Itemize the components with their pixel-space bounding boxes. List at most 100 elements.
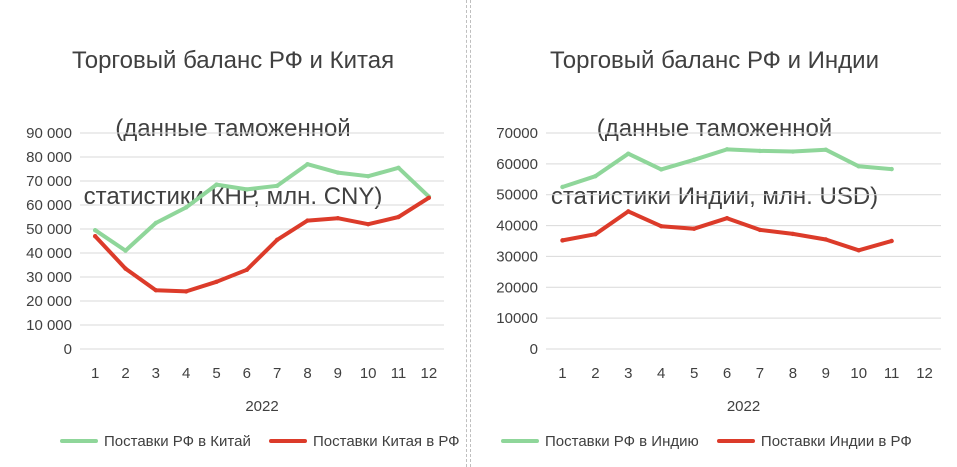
data-point	[305, 162, 310, 167]
x-tick-label: 9	[334, 365, 342, 382]
y-tick-label: 70000	[496, 125, 538, 142]
y-tick-label: 60 000	[26, 197, 72, 214]
data-point	[335, 216, 341, 221]
data-point	[183, 289, 189, 294]
data-point	[560, 238, 565, 243]
x-tick-label: 6	[243, 365, 251, 382]
data-point	[183, 205, 189, 210]
data-point	[396, 165, 401, 170]
legend-swatch-red	[269, 439, 308, 443]
y-tick-label: 30000	[496, 248, 538, 265]
data-point	[426, 195, 432, 200]
x-tick-label: 5	[690, 365, 698, 382]
x-tick-label: 10	[850, 365, 867, 382]
data-point	[790, 231, 796, 237]
y-tick-label: 90 000	[26, 125, 72, 142]
y-tick-label: 50000	[496, 187, 538, 204]
data-point	[593, 232, 598, 237]
legend-label: Поставки РФ в Китай	[104, 432, 251, 450]
x-tick-label: 4	[657, 365, 665, 382]
data-point	[691, 157, 697, 163]
data-point	[823, 147, 828, 152]
x-tick-label: 7	[273, 365, 281, 382]
x-tick-label: 12	[420, 365, 437, 382]
x-tick-label: 6	[723, 365, 731, 382]
chart-legend: Поставки РФ в Китай Поставки Китая в РФ	[60, 430, 474, 450]
legend-swatch-red	[716, 439, 755, 443]
india-chart-panel: Торговый баланс РФ и Индии (данные тамож…	[470, 0, 957, 467]
series-line-imports	[93, 195, 431, 294]
data-point	[691, 226, 697, 231]
data-point	[396, 214, 401, 220]
x-axis-group-label: 2022	[245, 398, 278, 415]
data-point	[244, 267, 250, 272]
y-tick-label: 20000	[496, 279, 538, 296]
data-point	[626, 209, 631, 214]
x-tick-label: 2	[121, 365, 129, 382]
legend-item-imports: Поставки Индии в РФ	[716, 432, 912, 450]
data-point	[659, 167, 664, 172]
y-tick-label: 50 000	[26, 221, 72, 238]
chart-title-line-2: (данные таможенной	[596, 115, 833, 142]
x-tick-label: 11	[884, 365, 900, 382]
legend-item-imports: Поставки Китая в РФ	[269, 433, 460, 450]
chart-legend: Поставки РФ в Индию Поставки Индии в РФ	[501, 430, 926, 450]
data-point	[724, 147, 730, 152]
data-point	[123, 266, 128, 271]
data-point	[335, 170, 341, 175]
data-point	[593, 174, 598, 179]
data-point	[790, 149, 796, 154]
china-chart-panel: Торговый баланс РФ и Китая (данные тамож…	[0, 0, 467, 467]
data-point	[856, 164, 861, 169]
x-tick-label: 4	[182, 365, 190, 382]
data-point	[153, 288, 159, 293]
chart-title-line-1: Торговый баланс РФ и Китая	[71, 47, 395, 74]
legend-label: Поставки Китая в РФ	[313, 432, 460, 450]
y-tick-label: 0	[530, 341, 538, 358]
legend-swatch-green	[60, 439, 98, 443]
china-chart-plot: 90 000 80 000 70 000 60 000 50 000 40 000 30 0…	[26, 125, 444, 415]
chart-title: Торговый баланс РФ и Индии (данные тамож…	[471, 10, 957, 248]
data-point	[274, 237, 280, 242]
y-tick-label: 40 000	[26, 245, 72, 262]
data-point	[153, 220, 159, 226]
legend-item-exports: Поставки РФ в Индию	[501, 433, 699, 450]
x-tick-label: 12	[916, 365, 933, 382]
data-point	[856, 248, 861, 253]
y-tick-label: 80 000	[26, 149, 72, 166]
y-tick-label: 0	[64, 341, 72, 358]
y-tick-label: 20 000	[26, 293, 72, 310]
data-point	[757, 148, 763, 154]
data-point	[123, 248, 128, 253]
legend-swatch-green	[501, 439, 539, 443]
x-tick-label: 5	[212, 365, 220, 382]
data-point	[626, 151, 631, 156]
chart-title-line-1: Торговый баланс РФ и Индии	[550, 47, 879, 74]
x-axis-group-label: 2022	[727, 398, 760, 415]
x-tick-label: 8	[303, 365, 311, 382]
x-tick-label: 2	[591, 365, 599, 382]
legend-label: Поставки Индии в РФ	[760, 432, 912, 450]
data-point	[214, 182, 219, 187]
x-tick-label: 7	[756, 365, 764, 382]
data-point	[823, 237, 828, 242]
data-point	[560, 184, 565, 190]
x-tick-label: 10	[360, 365, 377, 382]
y-tick-label: 70 000	[26, 173, 72, 190]
data-point	[365, 174, 371, 179]
x-tick-label: 11	[391, 365, 407, 382]
data-point	[244, 187, 250, 192]
chart-title-line-2: (данные таможенной	[115, 115, 351, 142]
data-point	[214, 279, 219, 284]
series-line-exports	[560, 147, 894, 189]
data-point	[889, 238, 894, 244]
legend-label: Поставки РФ в Индию	[545, 432, 699, 450]
data-point	[724, 215, 730, 221]
x-tick-label: 1	[91, 365, 99, 382]
data-point	[92, 228, 98, 233]
y-tick-label: 40000	[496, 218, 538, 235]
y-tick-label: 10000	[496, 310, 538, 327]
y-tick-label: 60000	[496, 156, 538, 173]
x-tick-label: 9	[822, 365, 830, 382]
